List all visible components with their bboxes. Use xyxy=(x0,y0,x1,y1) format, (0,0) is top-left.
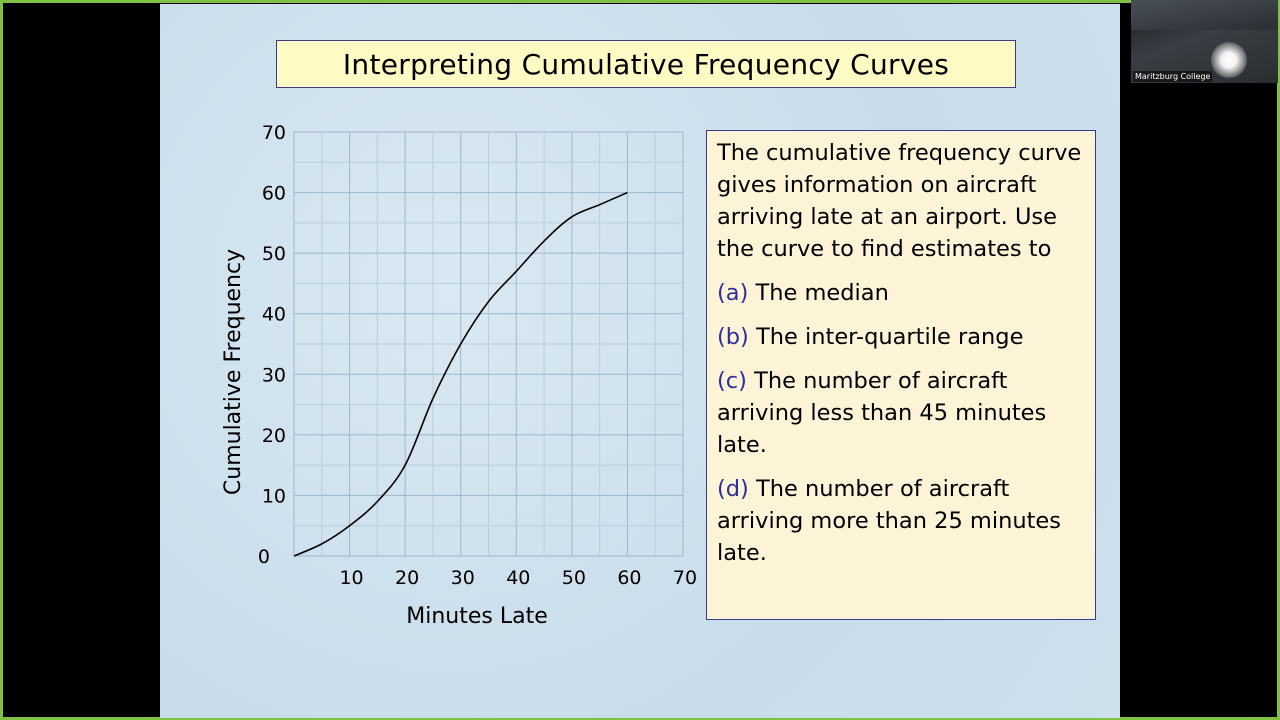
x-tick-label: 50 xyxy=(562,567,586,589)
x-tick-label: 40 xyxy=(506,567,530,589)
question-b-label: (b) xyxy=(717,324,749,350)
y-tick-label: 70 xyxy=(262,122,286,144)
question-c: (c) The number of aircraft arriving less… xyxy=(717,365,1085,461)
question-d-text: The number of aircraft arriving more tha… xyxy=(717,476,1061,566)
y-axis-ticks: 0 10 20 30 40 50 60 70 xyxy=(258,122,286,568)
video-light-glow xyxy=(1211,42,1247,78)
question-intro: The cumulative frequency curve gives inf… xyxy=(717,140,1082,262)
slide-title-box: Interpreting Cumulative Frequency Curves xyxy=(276,40,1016,88)
participant-video-tile[interactable]: Maritzburg College xyxy=(1131,0,1278,83)
y-tick-label: 60 xyxy=(262,183,286,205)
x-tick-label: 20 xyxy=(395,567,419,589)
question-box: The cumulative frequency curve gives inf… xyxy=(706,130,1096,620)
x-tick-label: 10 xyxy=(339,567,363,589)
y-tick-label: 30 xyxy=(262,364,286,386)
x-axis-ticks: 10 20 30 40 50 60 70 xyxy=(339,567,697,589)
frame-border-right xyxy=(1277,0,1280,720)
frame-border-top xyxy=(0,0,1280,3)
video-ceiling xyxy=(1131,0,1278,30)
question-b: (b) The inter-quartile range xyxy=(717,321,1085,353)
question-a-text: The median xyxy=(755,280,889,306)
x-tick-label: 60 xyxy=(617,567,641,589)
y-tick-label: 50 xyxy=(262,243,286,265)
cumulative-frequency-chart: 0 10 20 30 40 50 60 70 10 20 30 40 50 60 70 Minutes L… xyxy=(221,122,697,629)
y-tick-label: 40 xyxy=(262,304,286,326)
slide-title: Interpreting Cumulative Frequency Curves xyxy=(342,47,950,81)
cumulative-frequency-curve xyxy=(293,191,628,557)
y-tick-label: 10 xyxy=(262,485,286,507)
question-d: (d) The number of aircraft arriving more… xyxy=(717,473,1085,569)
x-tick-label: 70 xyxy=(673,567,697,589)
question-d-label: (d) xyxy=(717,476,749,502)
frame-border-bottom xyxy=(0,717,1280,720)
frame-border-left xyxy=(0,0,3,720)
question-a-label: (a) xyxy=(717,280,749,306)
question-b-text: The inter-quartile range xyxy=(756,324,1024,350)
y-tick-label: 0 xyxy=(258,546,270,568)
y-tick-label: 20 xyxy=(262,425,286,447)
chart-grid xyxy=(293,131,684,557)
question-a: (a) The median xyxy=(717,277,1085,309)
x-axis-label: Minutes Late xyxy=(406,604,548,629)
question-c-text: The number of aircraft arriving less tha… xyxy=(717,368,1047,458)
y-axis-label: Cumulative Frequency xyxy=(221,249,246,495)
x-tick-label: 30 xyxy=(451,567,475,589)
participant-name-label: Maritzburg College xyxy=(1133,71,1213,82)
question-c-label: (c) xyxy=(717,368,747,394)
presentation-slide: Interpreting Cumulative Frequency Curves… xyxy=(160,4,1120,718)
